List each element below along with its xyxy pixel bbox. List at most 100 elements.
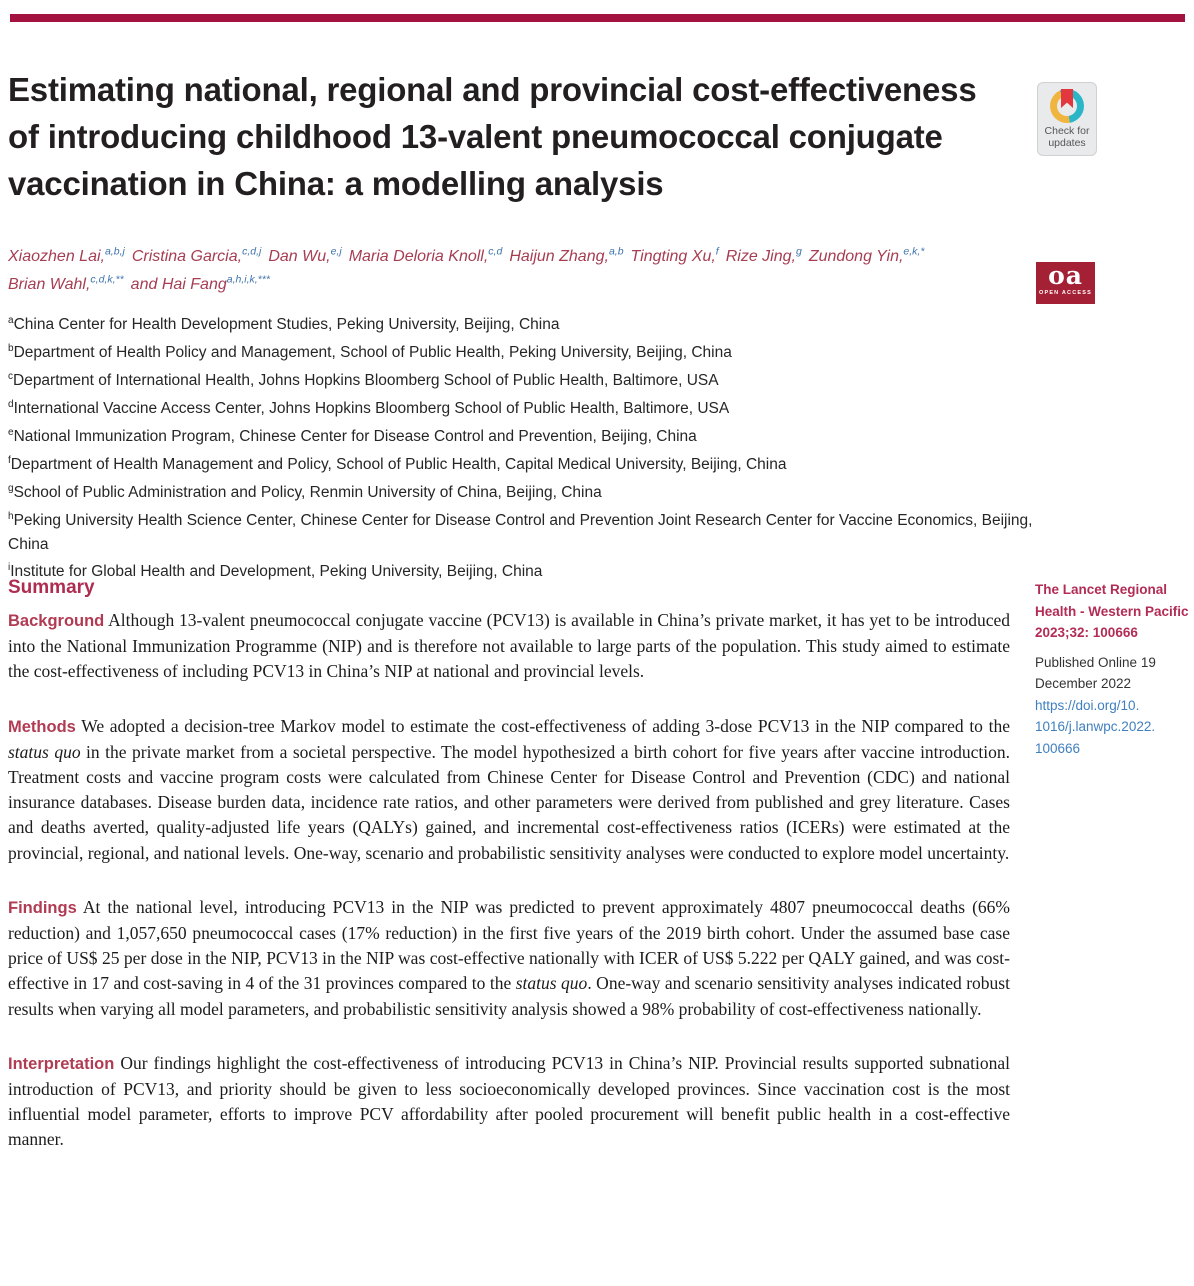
open-access-logo: oa OPEN ACCESS	[1036, 262, 1095, 304]
author-name: Zundong Yin,	[808, 248, 904, 266]
affiliation-mark: d	[8, 398, 14, 410]
affiliation-text: Peking University Health Science Center,…	[8, 511, 1033, 553]
author-row: Brian Wahl,c,d,k,** and Hai Fanga,h,i,k,*…	[8, 268, 1038, 295]
affiliation-text: National Immunization Program, Chinese C…	[13, 427, 697, 445]
doi-link-line: https://doi.org/10.	[1035, 697, 1140, 713]
summary-section: Summary Background Although 13-valent pn…	[8, 577, 1010, 1182]
paragraph-text: At the national level, introducing PCV13…	[8, 896, 1010, 994]
author-name: and Hai Fang	[130, 275, 227, 293]
affiliation-mark: h	[8, 510, 14, 522]
author: Haijun Zhang,a,b	[509, 246, 624, 266]
affiliation-text: Department of International Health, John…	[13, 372, 719, 390]
author-name: Cristina Garcia,	[131, 248, 243, 266]
author-affiliation-marks: a,h,i,k,***	[226, 273, 270, 286]
author: Zundong Yin,e,k,*	[808, 246, 925, 266]
paragraph-text: We adopted a decision-tree Markov model …	[81, 715, 1010, 736]
author-name: Haijun Zhang,	[509, 248, 609, 266]
published-online-line: December 2022	[1035, 676, 1132, 691]
check-for-updates-line2: updates	[1048, 137, 1086, 149]
affiliation-item: eNational Immunization Program, Chinese …	[8, 421, 1038, 449]
affiliation-mark: f	[8, 454, 11, 466]
author-name: Rize Jing,	[725, 248, 796, 266]
affiliation-text: Department of Health Policy and Manageme…	[13, 344, 732, 362]
journal-citation: The Lancet Regional Health - Western Paci…	[1035, 579, 1193, 644]
journal-citation-line: Health - Western Pacific	[1035, 603, 1189, 619]
crossmark-icon	[1050, 89, 1084, 123]
author-name: Dan Wu,	[268, 248, 331, 266]
affiliation-item: cDepartment of International Health, Joh…	[8, 365, 1038, 393]
paper-title-line: Estimating national, regional and provin…	[8, 71, 977, 108]
author: and Hai Fanga,h,i,k,***	[130, 273, 270, 293]
check-for-updates-text: Check for updates	[1038, 125, 1096, 149]
doi-link-line: 1016/j.lanwpc.2022.	[1035, 719, 1156, 734]
affiliation-mark: b	[8, 342, 14, 354]
affiliation-text: Institute for Global Health and Developm…	[10, 563, 543, 581]
author-name: Tingting Xu,	[630, 248, 716, 266]
paragraph-label: Methods	[8, 717, 76, 736]
journal-citation-line: The Lancet Regional	[1035, 582, 1168, 597]
affiliation-item: aChina Center for Health Development Stu…	[8, 309, 1038, 337]
author-affiliation-marks: g	[795, 246, 802, 258]
italic-text: status quo	[515, 973, 588, 994]
paper-title-line: of introducing childhood 13-valent pneum…	[8, 118, 943, 155]
italic-text: status quo	[8, 741, 81, 762]
affiliation-item: gSchool of Public Administration and Pol…	[8, 477, 1038, 505]
affiliation-mark: a	[8, 315, 14, 326]
crossmark-ribbon-icon	[1061, 89, 1073, 108]
doi-link-line: 100666	[1035, 740, 1081, 756]
affiliation-mark: c	[8, 370, 13, 382]
affiliation-mark: e	[8, 426, 14, 438]
summary-heading: Summary	[8, 577, 95, 598]
affiliation-item: iInstitute for Global Health and Develop…	[8, 556, 1038, 584]
open-access-label: OPEN ACCESS	[1038, 290, 1093, 296]
author-name: Xiaozhen Lai,	[8, 248, 105, 266]
author: Dan Wu,e,j	[268, 246, 342, 266]
affiliation-list: aChina Center for Health Development Stu…	[8, 309, 1038, 584]
summary-paragraph-findings: Findings At the national level, introduc…	[8, 895, 1010, 1022]
journal-citation-line: 2023;32: 100666	[1035, 625, 1138, 640]
author-affiliation-marks: e,k,*	[903, 246, 925, 258]
affiliation-mark: i	[8, 562, 11, 574]
paper-title-line: vaccination in China: a modelling analys…	[8, 165, 664, 202]
author: Brian Wahl,c,d,k,**	[8, 273, 124, 293]
affiliation-item: bDepartment of Health Policy and Managem…	[8, 337, 1038, 365]
paragraph-text: . One-way and scenario sensitivity analy…	[8, 973, 1010, 1019]
published-online-line: Published Online 19	[1035, 654, 1156, 670]
author: Xiaozhen Lai,a,b,j	[8, 246, 125, 266]
published-online: Published Online 19 December 2022	[1035, 652, 1193, 695]
author-name: Brian Wahl,	[8, 275, 91, 293]
paragraph-text: Our findings highlight the cost-effectiv…	[8, 1052, 1010, 1150]
summary-paragraphs: Background Although 13-valent pneumococc…	[8, 608, 1010, 1153]
summary-paragraph-interpretation: Interpretation Our findings highlight th…	[8, 1051, 1010, 1153]
check-for-updates-badge[interactable]: Check for updates	[1037, 82, 1097, 156]
paragraph-label: Background	[8, 612, 105, 630]
author-affiliation-marks: e,j	[330, 246, 342, 258]
paragraph-text: Although 13-valent pneumococcal conjugat…	[8, 610, 1010, 682]
author-affiliation-marks: a,b,j	[104, 246, 125, 258]
affiliation-text: International Vaccine Access Center, Joh…	[13, 400, 730, 418]
open-access-oa-text: oa	[1048, 261, 1083, 290]
author-affiliation-marks: c,d,k,**	[90, 273, 124, 286]
author-name: Maria Deloria Knoll,	[348, 248, 489, 266]
author: Rize Jing,g	[725, 246, 802, 266]
journal-brand-bar	[10, 14, 1185, 22]
author-list: Xiaozhen Lai,a,b,j Cristina Garcia,c,d,j D…	[8, 241, 1038, 296]
sidebar: The Lancet Regional Health - Western Paci…	[1035, 579, 1193, 759]
author-row: Xiaozhen Lai,a,b,j Cristina Garcia,c,d,j D…	[8, 241, 1038, 268]
paragraph-label: Interpretation	[8, 1054, 115, 1073]
doi-link[interactable]: https://doi.org/10. 1016/j.lanwpc.2022. 10…	[1035, 695, 1193, 760]
paper-title: Estimating national, regional and provin…	[8, 66, 1038, 207]
affiliation-mark: g	[8, 482, 14, 494]
affiliation-item: hPeking University Health Science Center…	[8, 505, 1038, 557]
author-affiliation-marks: c,d,j	[242, 246, 262, 258]
author-affiliation-marks: a,b	[608, 246, 624, 258]
paragraph-text: in the private market from a societal pe…	[8, 741, 1010, 863]
author-affiliation-marks: f	[715, 246, 719, 258]
check-for-updates-line1: Check for	[1044, 125, 1090, 137]
affiliation-item: dInternational Vaccine Access Center, Jo…	[8, 393, 1038, 421]
paragraph-label: Findings	[8, 898, 77, 917]
affiliation-item: fDepartment of Health Management and Pol…	[8, 449, 1038, 477]
affiliation-text: Department of Health Management and Poli…	[10, 455, 787, 473]
summary-paragraph-methods: Methods We adopted a decision-tree Marko…	[8, 714, 1010, 866]
